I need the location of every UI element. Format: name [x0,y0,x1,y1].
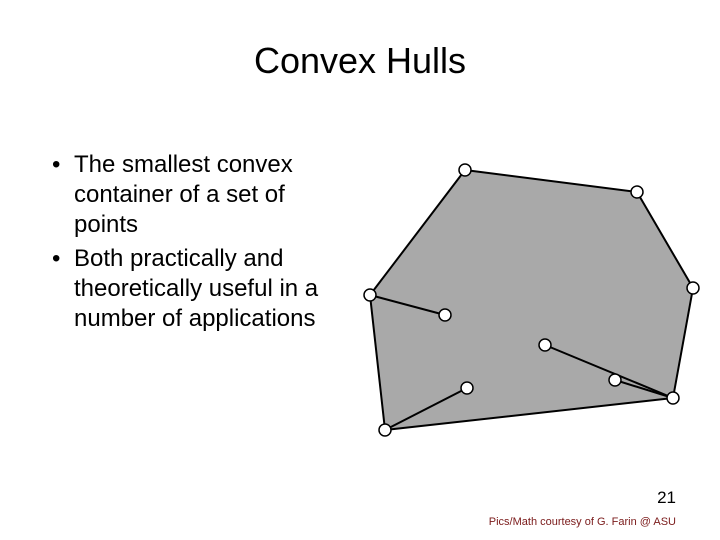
point-marker [631,186,643,198]
point-marker [379,424,391,436]
point-marker [539,339,551,351]
slide-title: Convex Hulls [0,40,720,82]
hull-polygon [370,170,693,430]
credit-line: Pics/Math courtesy of G. Farin @ ASU [489,516,676,528]
bullet-item: The smallest convex container of a set o… [52,150,342,240]
point-marker [439,309,451,321]
bullet-list: The smallest convex container of a set o… [52,150,342,334]
point-marker [609,374,621,386]
convex-hull-figure [350,140,710,440]
point-marker [667,392,679,404]
body-text-area: The smallest convex container of a set o… [52,150,342,338]
convex-hull-svg [350,140,710,440]
point-marker [459,164,471,176]
page-number: 21 [657,488,676,508]
point-marker [687,282,699,294]
point-marker [364,289,376,301]
slide: Convex Hulls The smallest convex contain… [0,0,720,540]
point-marker [461,382,473,394]
bullet-item: Both practically and theoretically usefu… [52,244,342,334]
